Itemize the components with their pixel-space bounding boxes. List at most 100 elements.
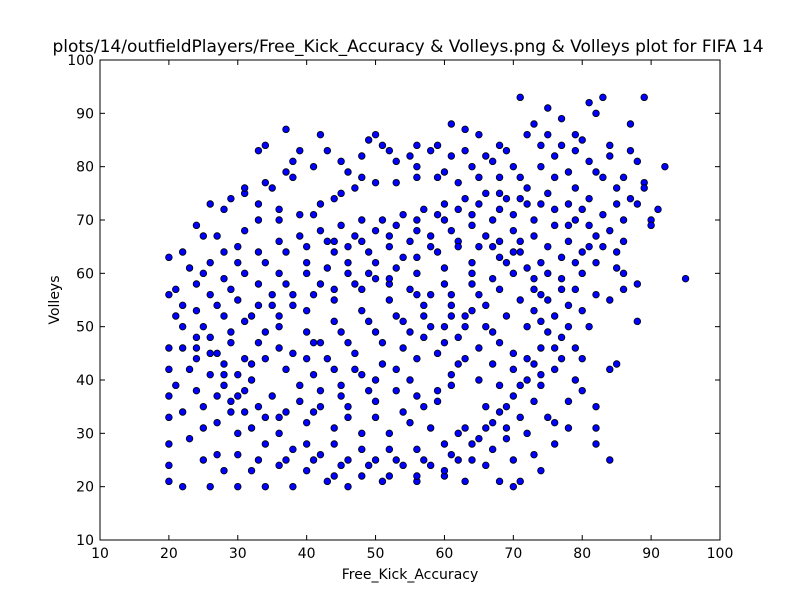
data-point — [351, 280, 359, 288]
data-point — [261, 482, 270, 491]
data-point — [530, 285, 538, 294]
data-point — [433, 386, 442, 395]
data-point — [440, 466, 449, 475]
data-point — [192, 306, 201, 315]
data-point — [344, 456, 352, 464]
data-point — [358, 370, 366, 379]
data-point — [296, 232, 304, 240]
data-point — [433, 141, 442, 150]
data-point — [254, 301, 263, 310]
data-point — [571, 285, 580, 294]
data-point — [337, 157, 345, 166]
data-point — [261, 258, 270, 267]
data-point — [254, 248, 263, 256]
data-point — [475, 344, 483, 352]
data-point — [468, 280, 476, 288]
data-point — [178, 322, 187, 331]
data-point — [530, 232, 538, 240]
data-point — [530, 274, 538, 283]
data-point — [461, 477, 469, 486]
data-point — [192, 354, 201, 363]
data-point — [309, 338, 318, 347]
data-point — [447, 226, 456, 235]
data-point — [392, 386, 400, 395]
data-point — [530, 360, 538, 368]
data-point — [261, 413, 270, 422]
data-point — [282, 408, 290, 416]
data-point — [392, 178, 400, 187]
data-point — [509, 482, 518, 491]
data-point — [661, 162, 669, 171]
data-point — [571, 184, 580, 192]
data-point — [378, 216, 387, 224]
data-point — [330, 472, 338, 480]
data-point — [385, 445, 394, 454]
data-point — [240, 354, 249, 363]
data-point — [268, 290, 276, 299]
data-point — [358, 173, 366, 182]
data-point — [502, 424, 511, 432]
data-point — [475, 434, 483, 443]
data-point — [213, 232, 221, 240]
data-point — [206, 370, 214, 379]
data-point — [550, 205, 559, 214]
data-point — [612, 184, 621, 192]
data-point — [482, 322, 490, 331]
y-tick-label: 80 — [76, 160, 94, 176]
data-point — [206, 290, 214, 299]
data-point — [530, 450, 538, 459]
data-point — [633, 157, 642, 166]
data-point — [585, 322, 593, 331]
data-point — [302, 466, 311, 475]
data-point — [585, 157, 593, 166]
x-tick-label: 100 — [707, 546, 734, 562]
data-point — [516, 194, 524, 203]
data-point — [289, 301, 297, 310]
data-point — [213, 418, 221, 427]
data-point — [406, 376, 414, 384]
data-point — [488, 274, 497, 283]
data-point — [213, 301, 221, 310]
data-point — [165, 365, 173, 374]
data-point — [344, 402, 352, 411]
data-point — [482, 189, 490, 198]
data-point — [220, 248, 228, 256]
data-point — [537, 317, 545, 326]
data-point — [426, 146, 435, 155]
data-point — [619, 285, 628, 294]
data-point — [399, 253, 407, 262]
data-point — [385, 146, 394, 155]
data-point — [392, 365, 400, 374]
data-point — [440, 264, 449, 272]
data-point — [399, 461, 407, 470]
data-point — [337, 221, 345, 230]
data-point — [502, 258, 511, 267]
data-point — [337, 461, 345, 470]
data-point — [316, 450, 325, 459]
data-point — [557, 274, 566, 283]
data-point — [364, 461, 373, 470]
data-point — [289, 445, 297, 454]
data-point — [454, 333, 462, 342]
data-point — [413, 290, 421, 299]
data-point — [358, 472, 366, 480]
data-point — [330, 424, 338, 432]
data-point — [185, 434, 194, 443]
data-point — [557, 114, 566, 123]
data-point — [213, 392, 221, 400]
data-point — [516, 248, 524, 256]
data-point — [406, 418, 414, 427]
data-point — [468, 440, 476, 448]
data-point — [488, 360, 497, 368]
data-point — [302, 328, 311, 336]
data-point — [578, 136, 586, 144]
y-axis-label: Volleys — [47, 275, 63, 324]
data-point — [199, 269, 208, 278]
data-point — [254, 280, 263, 288]
x-tick-label: 80 — [573, 546, 591, 562]
data-point — [633, 200, 642, 208]
data-point — [192, 344, 201, 352]
x-tick-label: 90 — [642, 546, 660, 562]
data-point — [509, 269, 518, 278]
data-point — [371, 226, 380, 235]
